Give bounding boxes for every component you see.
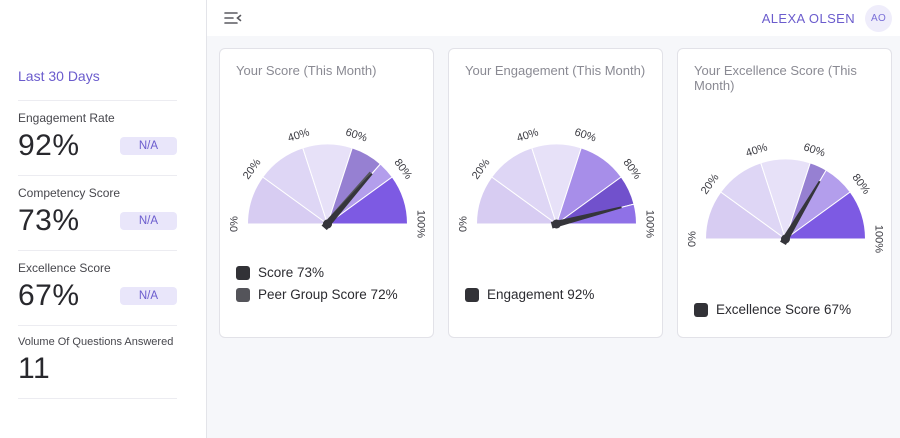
legend-item[interactable]: Engagement 92% bbox=[465, 287, 646, 302]
svg-text:100%: 100% bbox=[873, 225, 885, 253]
svg-text:40%: 40% bbox=[744, 141, 769, 159]
gauge-chart: 0% 20% 40% 60% 80% 100% bbox=[228, 126, 427, 238]
gauge-card-excellence: Your Excellence Score (This Month) 0% 20%… bbox=[677, 48, 892, 338]
gauge-card-engagement: Your Engagement (This Month) 0% 20% 40% 60%… bbox=[448, 48, 663, 338]
divider bbox=[18, 325, 177, 326]
status-badge: N/A bbox=[119, 212, 177, 230]
legend-label: Score 73% bbox=[258, 265, 325, 280]
stat-block-engagement-rate: Engagement Rate 92% N/A bbox=[18, 111, 177, 163]
svg-text:0%: 0% bbox=[457, 216, 469, 232]
stat-label: Competency Score bbox=[18, 186, 121, 200]
dashboard-content: Your Score (This Month) 0% 20% 40% 60% 80% 10… bbox=[207, 36, 900, 338]
svg-text:0%: 0% bbox=[686, 231, 698, 247]
stat-block-excellence-score: Excellence Score 67% N/A bbox=[18, 261, 177, 313]
legend-item[interactable]: Score 73% bbox=[236, 265, 417, 280]
stat-block-volume-questions: Volume Of Questions Answered 11 bbox=[18, 336, 177, 386]
legend-swatch bbox=[694, 302, 708, 317]
svg-text:100%: 100% bbox=[644, 210, 656, 238]
legend-item[interactable]: Excellence Score 67% bbox=[694, 302, 875, 317]
svg-text:20%: 20% bbox=[470, 157, 493, 182]
legend-label: Excellence Score 67% bbox=[716, 302, 852, 317]
divider bbox=[18, 100, 177, 101]
svg-text:40%: 40% bbox=[286, 126, 311, 144]
legend-item[interactable]: Peer Group Score 72% bbox=[236, 287, 417, 302]
status-badge: N/A bbox=[119, 287, 177, 305]
legend-label: Engagement 92% bbox=[487, 287, 595, 302]
topbar: ALEXA OLSEN AO bbox=[207, 0, 900, 36]
svg-text:100%: 100% bbox=[415, 210, 427, 238]
stat-value: 11 bbox=[18, 352, 51, 385]
gauge-legend: Excellence Score 67% bbox=[694, 273, 875, 317]
gauge-chart: 0% 20% 40% 60% 80% 100% bbox=[686, 141, 885, 253]
stat-label: Excellence Score bbox=[18, 261, 111, 275]
card-title: Your Score (This Month) bbox=[236, 63, 377, 78]
svg-text:60%: 60% bbox=[344, 126, 369, 144]
legend-swatch bbox=[465, 287, 479, 302]
divider bbox=[18, 175, 177, 176]
gauge-legend: Engagement 92% bbox=[465, 258, 646, 302]
period-label: Last 30 Days bbox=[18, 68, 100, 84]
status-badge: N/A bbox=[119, 137, 177, 155]
gauge-chart: 0% 20% 40% 60% 80% 100% bbox=[457, 126, 656, 238]
stat-label: Engagement Rate bbox=[18, 111, 115, 125]
card-title: Your Excellence Score (This Month) bbox=[694, 63, 857, 93]
legend-swatch bbox=[236, 287, 250, 302]
divider bbox=[18, 398, 177, 399]
svg-text:0%: 0% bbox=[228, 216, 240, 232]
svg-text:80%: 80% bbox=[391, 157, 414, 182]
sidebar: Last 30 Days Engagement Rate 92% N/A Com… bbox=[0, 0, 207, 438]
stat-value: 92% bbox=[18, 129, 80, 162]
legend-swatch bbox=[236, 265, 250, 280]
avatar[interactable]: AO bbox=[865, 4, 892, 32]
menu-fold-button[interactable] bbox=[222, 9, 244, 27]
card-title: Your Engagement (This Month) bbox=[465, 63, 646, 78]
gauge-card-score: Your Score (This Month) 0% 20% 40% 60% 80% 10… bbox=[219, 48, 434, 338]
svg-text:80%: 80% bbox=[620, 157, 643, 182]
svg-text:20%: 20% bbox=[699, 172, 722, 197]
svg-text:40%: 40% bbox=[515, 126, 540, 144]
divider bbox=[18, 250, 177, 251]
menu-fold-icon bbox=[224, 12, 242, 24]
user-name[interactable]: ALEXA OLSEN bbox=[761, 10, 855, 26]
svg-text:80%: 80% bbox=[849, 172, 872, 197]
svg-text:20%: 20% bbox=[241, 157, 264, 182]
stat-label: Volume Of Questions Answered bbox=[18, 336, 174, 348]
stat-value: 73% bbox=[18, 204, 80, 237]
main-area: ALEXA OLSEN AO Your Score (This Month) 0… bbox=[207, 0, 900, 438]
legend-label: Peer Group Score 72% bbox=[258, 287, 398, 302]
gauge-legend: Score 73% Peer Group Score 72% bbox=[236, 258, 417, 302]
svg-text:60%: 60% bbox=[802, 141, 827, 159]
svg-text:60%: 60% bbox=[573, 126, 598, 144]
stat-block-competency-score: Competency Score 73% N/A bbox=[18, 186, 177, 238]
stat-value: 67% bbox=[18, 279, 80, 312]
